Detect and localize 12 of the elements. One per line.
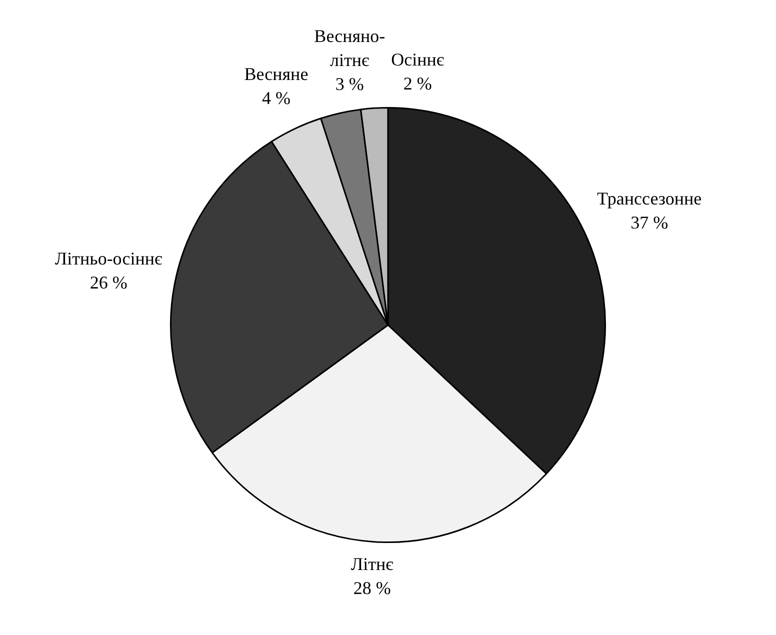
slice-label: Транссезонне — [597, 188, 702, 209]
slice-label: Літнє — [350, 554, 394, 574]
data-label: 4 % — [262, 88, 290, 108]
data-label: 28 % — [353, 578, 391, 598]
slice-label: Осіннє — [391, 49, 444, 70]
data-label: 26 % — [90, 272, 128, 292]
data-label: 3 % — [335, 74, 364, 94]
slice-label: Літньо-осіннє — [54, 248, 163, 268]
slice-label: Весняно-літнє — [314, 26, 386, 70]
slice-label: Весняне — [244, 64, 308, 84]
data-label: 2 % — [403, 73, 432, 94]
data-label: 37 % — [630, 212, 668, 233]
